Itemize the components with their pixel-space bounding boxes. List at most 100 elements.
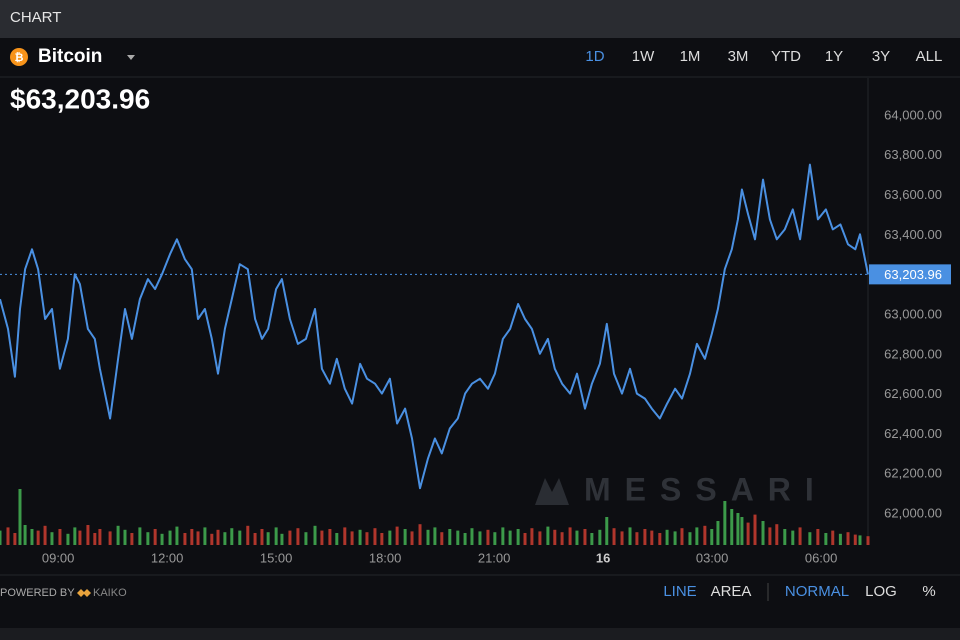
volume-bar: [798, 527, 802, 545]
style-button[interactable]: AREA: [711, 583, 752, 600]
volume-bar: [716, 521, 720, 545]
volume-bar: [846, 532, 850, 545]
x-tick-label: 21:00: [478, 550, 511, 565]
volume-bar: [501, 527, 505, 545]
volume-bar: [530, 528, 534, 545]
volume-bar: [380, 533, 384, 545]
volume-bar: [761, 521, 765, 545]
volume-bar: [816, 529, 820, 545]
volume-bar: [223, 532, 227, 545]
volume-bar: [508, 530, 512, 545]
volume-bar: [146, 532, 150, 545]
volume-bar: [93, 533, 97, 545]
volume-bar: [470, 528, 474, 545]
y-tick-label: 63,800.00: [884, 147, 942, 162]
volume-bar: [635, 532, 639, 545]
volume-bar: [665, 529, 669, 545]
volume-bar: [695, 527, 699, 545]
x-tick-label: 15:00: [260, 550, 293, 565]
y-tick-label: 64,000.00: [884, 107, 942, 122]
volume-bar: [746, 522, 750, 545]
volume-bar: [538, 531, 542, 545]
volume-bar: [753, 514, 757, 545]
range-button[interactable]: 3Y: [872, 48, 890, 65]
x-tick-label: 18:00: [369, 550, 402, 565]
y-tick-label: 62,000.00: [884, 506, 942, 521]
volume-bar: [650, 530, 654, 545]
scale-button[interactable]: NORMAL: [785, 583, 849, 600]
last-price-box: [869, 264, 951, 285]
volume-bar: [680, 528, 684, 545]
volume-bar: [168, 530, 172, 545]
watermark: MESSARI: [535, 471, 828, 507]
volume-bar: [18, 489, 22, 545]
volume-bar: [335, 533, 339, 545]
asset-name[interactable]: Bitcoin: [38, 46, 102, 67]
volume-bar: [783, 529, 787, 545]
volume-bar: [160, 533, 164, 545]
volume-bar: [808, 532, 812, 545]
provider-logo: [77, 589, 91, 597]
price-line: [0, 163, 869, 490]
volume-bar: [216, 529, 220, 545]
header-bar: [0, 0, 960, 38]
y-tick-label: 62,200.00: [884, 466, 942, 481]
range-button[interactable]: 1M: [680, 48, 701, 65]
volume-bar: [23, 525, 27, 545]
volume-bar: [153, 529, 157, 545]
volume-bar: [456, 530, 460, 545]
scale-button[interactable]: LOG: [865, 583, 897, 600]
volume-bar: [433, 527, 437, 545]
volume-bar: [288, 530, 292, 545]
volume-bar: [703, 525, 707, 545]
volume-bar: [304, 532, 308, 545]
range-button[interactable]: 1Y: [825, 48, 843, 65]
volume-bar: [730, 509, 734, 545]
volume-bar: [736, 513, 740, 545]
scale-button[interactable]: %: [922, 583, 935, 600]
volume-bar: [196, 531, 200, 545]
range-button[interactable]: 1D: [585, 48, 604, 65]
bottom-strip: [0, 628, 960, 640]
x-tick-label: 12:00: [151, 550, 184, 565]
volume-bar: [190, 529, 194, 545]
range-button[interactable]: ALL: [916, 48, 943, 65]
volume-bar: [523, 533, 527, 545]
volume-bar: [58, 529, 62, 545]
volume-bar: [516, 529, 520, 545]
volume-bar: [553, 529, 557, 545]
volume-bar: [620, 531, 624, 545]
y-tick-label: 63,000.00: [884, 306, 942, 321]
y-tick-label: 62,400.00: [884, 426, 942, 441]
volume-bar: [388, 530, 392, 545]
volume-bar: [658, 533, 662, 545]
last-price-label: 63,203.96: [884, 267, 942, 282]
range-button[interactable]: 1W: [632, 48, 655, 65]
bitcoin-icon-glyph: ₿: [15, 52, 24, 64]
volume-bar: [568, 527, 572, 545]
volume-bar: [575, 530, 579, 545]
x-tick-label: 03:00: [696, 550, 729, 565]
volume-bar: [66, 533, 70, 545]
volume-bar: [78, 530, 82, 545]
volume-bar: [590, 533, 594, 545]
dropdown-arrow[interactable]: [127, 55, 135, 60]
volume-bar: [230, 528, 234, 545]
volume-bar: [6, 527, 10, 545]
volume-bar: [260, 529, 264, 545]
range-button[interactable]: 3M: [728, 48, 749, 65]
volume-bar: [30, 529, 34, 545]
volume-bar: [768, 527, 772, 545]
volume-bar: [203, 527, 207, 545]
watermark-text: MESSARI: [584, 471, 828, 507]
volume-bar: [73, 527, 77, 545]
style-button[interactable]: LINE: [663, 583, 696, 600]
powered-by: POWERED BY: [0, 587, 75, 599]
volume-bar: [0, 530, 2, 545]
volume-bar: [296, 528, 300, 545]
volume-bar: [546, 526, 550, 545]
range-button[interactable]: YTD: [771, 48, 801, 65]
volume-bar: [36, 530, 40, 545]
volume-bar: [612, 528, 616, 545]
